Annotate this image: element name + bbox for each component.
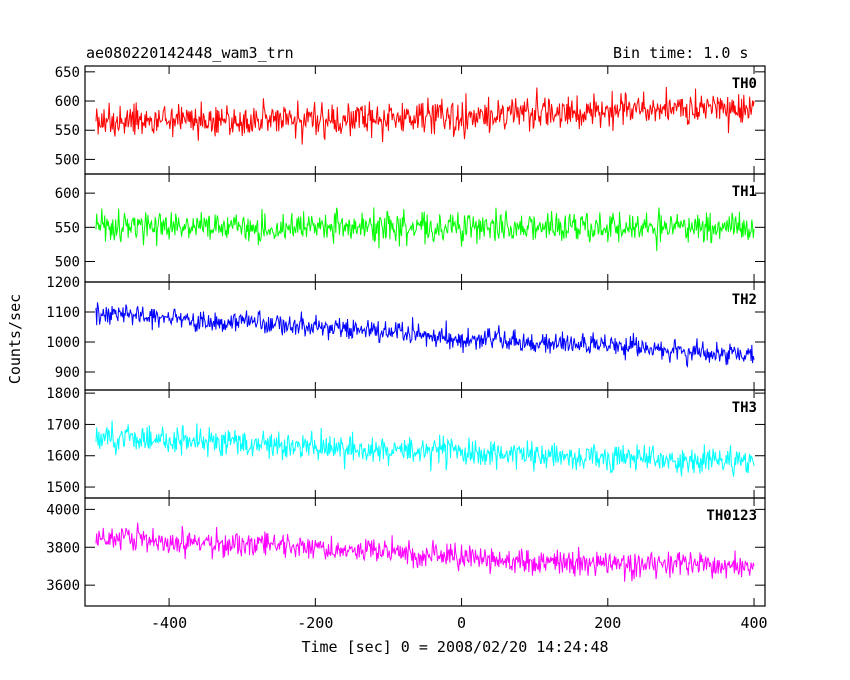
y-tick-label: 4000 — [46, 502, 80, 518]
y-tick-label: 550 — [55, 220, 80, 236]
y-tick-label: 900 — [55, 365, 80, 381]
panel-label-th3: TH3 — [732, 400, 757, 416]
panel-label-th0: TH0 — [732, 76, 757, 92]
panel-label-th1: TH1 — [732, 184, 757, 200]
series-line-th2 — [95, 302, 755, 368]
y-tick-label: 1200 — [46, 275, 80, 291]
x-tick-label: -400 — [151, 614, 187, 632]
panel-label-th2: TH2 — [732, 292, 757, 308]
x-tick-label: 200 — [594, 614, 621, 632]
y-axis-label: Counts/sec — [6, 293, 24, 385]
series-line-th0 — [95, 87, 755, 145]
series-line-th0123 — [95, 522, 755, 582]
y-tick-label: 3800 — [46, 540, 80, 556]
y-tick-label: 3600 — [46, 578, 80, 594]
panel-frame-th0123 — [84, 497, 766, 607]
y-tick-label: 1500 — [46, 480, 80, 496]
x-tick-label: 400 — [740, 614, 767, 632]
y-tick-label: 600 — [55, 186, 80, 202]
y-tick-label: 600 — [55, 94, 80, 110]
y-tick-label: 1700 — [46, 417, 80, 433]
series-line-th1 — [95, 207, 755, 252]
x-tick-label: 0 — [457, 614, 466, 632]
y-tick-label: 1000 — [46, 335, 80, 351]
series-line-th3 — [95, 420, 755, 477]
y-tick-label: 650 — [55, 65, 80, 81]
chart-title-left: ae080220142448_wam3_trn — [86, 44, 294, 62]
x-tick-label: -200 — [297, 614, 333, 632]
y-tick-label: 550 — [55, 123, 80, 139]
x-axis-label: Time [sec] 0 = 2008/02/20 14:24:48 — [301, 638, 609, 656]
y-tick-label: 1800 — [46, 386, 80, 402]
chart-title-right: Bin time: 1.0 s — [613, 44, 749, 62]
y-tick-label: 1100 — [46, 305, 80, 321]
y-tick-label: 500 — [55, 152, 80, 168]
y-tick-label: 1600 — [46, 449, 80, 465]
y-tick-label: 500 — [55, 254, 80, 270]
panel-label-th0123: TH0123 — [706, 508, 757, 524]
